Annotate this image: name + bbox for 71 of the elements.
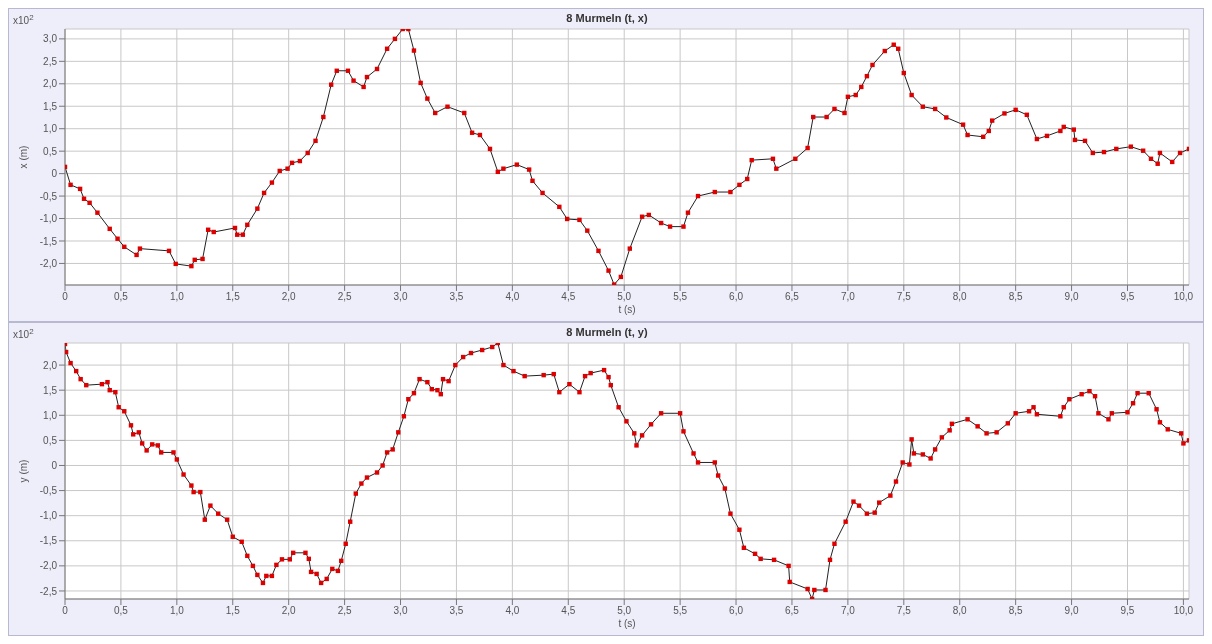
x-tick-label: 1,0 <box>169 291 185 303</box>
x-tick-label: 1,0 <box>169 605 185 617</box>
x-tick-label: 9,5 <box>1120 605 1135 617</box>
x-tick-label: 6,5 <box>785 605 800 617</box>
x-tick-label: 7,5 <box>896 605 912 617</box>
x-tick-label: 6,0 <box>729 291 744 303</box>
y-tick-label: -2,5 <box>39 585 58 597</box>
x-tick-label: 1,5 <box>225 291 241 303</box>
x-tick-label: 6,5 <box>785 291 800 303</box>
x-tick-label: 5,0 <box>617 605 632 617</box>
x-axis-title: t (s) <box>618 304 636 315</box>
y-tick-label: 0 <box>51 460 58 472</box>
y-axis-title: x (m) <box>17 145 29 169</box>
x-tick-label: 7,0 <box>840 605 856 617</box>
x-axis-title: t (s) <box>618 618 636 629</box>
y-tick-label: 1,5 <box>43 384 58 396</box>
x-tick-label: 2,0 <box>281 605 297 617</box>
y-tick-label: -1,0 <box>39 213 58 225</box>
x-tick-label: 8,0 <box>952 291 968 303</box>
y-tick-label: -0,5 <box>39 485 58 497</box>
y-tick-label: 2,5 <box>43 55 58 67</box>
x-tick-label: 9,5 <box>1120 291 1135 303</box>
x-tick-label: 3,0 <box>393 605 408 617</box>
x-tick-label: 3,5 <box>449 605 464 617</box>
y-tick-label: -0,5 <box>39 190 58 202</box>
chart-title: 8 Murmeln (t, x) <box>566 12 648 24</box>
x-tick-label: 1,5 <box>225 605 241 617</box>
y-tick-label: -1,5 <box>39 235 58 247</box>
x-tick-label: 7,0 <box>840 291 856 303</box>
x-tick-label: 0 <box>62 605 69 617</box>
x-tick-label: 5,5 <box>673 605 688 617</box>
x-tick-label: 8,0 <box>952 605 968 617</box>
y-tick-label: 0,5 <box>43 145 58 157</box>
y-tick-label: 2,0 <box>43 359 58 371</box>
chart-title: 8 Murmeln (t, y) <box>566 326 648 338</box>
y-tick-label: 0,5 <box>43 434 58 446</box>
x-tick-label: 3,5 <box>449 291 464 303</box>
x-tick-label: 5,0 <box>617 291 632 303</box>
x-tick-label: 0,5 <box>113 605 129 617</box>
y-tick-label: 1,5 <box>43 100 58 112</box>
x-tick-label: 2,5 <box>337 605 352 617</box>
y-tick-label: -1,0 <box>39 510 58 522</box>
x-tick-label: 9,0 <box>1064 605 1079 617</box>
y-tick-label: 1,0 <box>43 123 58 135</box>
x-tick-label: 4,5 <box>561 291 576 303</box>
x-tick-label: 3,0 <box>393 291 408 303</box>
x-tick-label: 2,5 <box>337 291 352 303</box>
x-tick-label: 8,5 <box>1008 291 1024 303</box>
y-tick-label: 0 <box>51 168 58 180</box>
y-tick-label: -2,0 <box>39 560 58 572</box>
y-tick-label: -1,5 <box>39 535 58 547</box>
y-tick-label: 1,0 <box>43 409 58 421</box>
x-tick-label: 9,0 <box>1064 291 1079 303</box>
x-tick-label: 0,5 <box>113 291 129 303</box>
x-tick-label: 2,0 <box>281 291 297 303</box>
y-tick-label: 3,0 <box>43 33 58 45</box>
x-tick-label: 4,0 <box>505 291 520 303</box>
x-tick-label: 4,0 <box>505 605 520 617</box>
text: x10$^{2}$ <box>13 327 34 341</box>
x-tick-label: 8,5 <box>1008 605 1024 617</box>
y-axis-title: y (m) <box>17 459 29 483</box>
y-tick-label: -2,0 <box>39 257 58 269</box>
x-tick-label: 4,5 <box>561 605 576 617</box>
x-tick-label: 5,5 <box>673 291 688 303</box>
text: x10$^{2}$ <box>13 13 34 27</box>
x-tick-label: 10,0 <box>1173 605 1194 617</box>
x-tick-label: 0 <box>62 291 69 303</box>
x-tick-label: 10,0 <box>1173 291 1194 303</box>
x-tick-label: 6,0 <box>729 605 744 617</box>
y-tick-label: 2,0 <box>43 78 58 90</box>
x-tick-label: 7,5 <box>896 291 912 303</box>
